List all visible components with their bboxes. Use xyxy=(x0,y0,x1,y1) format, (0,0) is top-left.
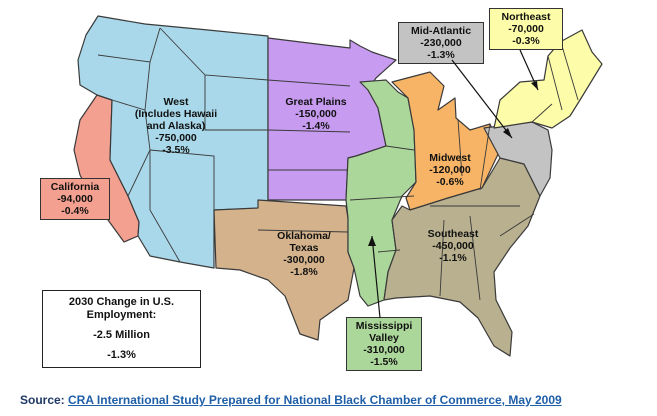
summary-line2: Employment: xyxy=(86,309,157,321)
label-midwest: Midwest -120,000 -0.6% xyxy=(429,152,471,188)
label-southeast: Southeast -450,000 -1.1% xyxy=(427,228,479,264)
label-mid-atlantic: Mid-Atlantic -230,000 -1.3% xyxy=(398,22,484,64)
label-northeast: Northeast -70,000 -0.3% xyxy=(489,8,563,50)
summary-line1: 2030 Change in U.S. xyxy=(68,296,175,308)
source-link[interactable]: CRA International Study Prepared for Nat… xyxy=(68,393,562,407)
region-mid-atlantic xyxy=(483,121,553,197)
label-great-plains: Great Plains -150,000 -1.4% xyxy=(285,96,347,132)
summary-percent: -1.3% xyxy=(107,349,136,361)
source-line: Source: CRA International Study Prepared… xyxy=(20,393,562,407)
state-borders xyxy=(97,27,579,301)
region-west xyxy=(77,15,269,269)
summary-box: 2030 Change in U.S. Employment: -2.5 Mil… xyxy=(42,290,201,368)
label-mississippi-valley: Mississippi Valley -310,000 -1.5% xyxy=(346,317,422,371)
source-prefix: Source: xyxy=(20,393,69,407)
label-west: West (Includes Hawaii and Alaska) -750,0… xyxy=(134,96,218,156)
label-oklahoma-texas: Oklahoma/ Texas -300,000 -1.8% xyxy=(277,230,331,278)
us-map xyxy=(73,15,603,357)
summary-total: -2.5 Million xyxy=(93,329,150,341)
label-california: California -94,000 -0.4% xyxy=(40,178,110,220)
